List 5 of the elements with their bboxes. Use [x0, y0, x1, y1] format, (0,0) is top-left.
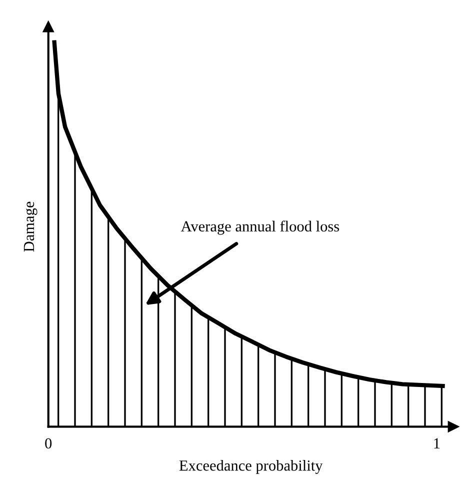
x-axis-title: Exceedance probability: [179, 460, 323, 474]
y-axis-title: Damage: [24, 202, 38, 252]
x-tick-label: 1: [434, 438, 440, 448]
annotation: Average annual flood loss: [180, 220, 340, 235]
x-tick-label: 0: [45, 438, 52, 449]
